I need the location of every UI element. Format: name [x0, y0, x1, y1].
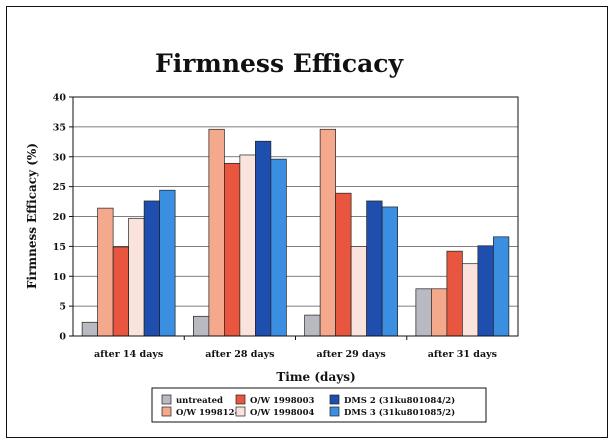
bar-dms-3-31ku801085-2-2: [270, 158, 287, 337]
y-tick-label: 20: [53, 212, 67, 223]
y-tick-label: 35: [53, 122, 66, 133]
legend-swatch: [329, 394, 340, 405]
y-axis-label: Firmness Efficacy (%): [25, 143, 39, 289]
chart-title: Firmness Efficacy: [155, 49, 405, 78]
bar-o-w-1998124-3: [319, 128, 336, 337]
bar-o-w-1998004-4: [462, 263, 479, 337]
bar-dms-3-31ku801085-2-1: [159, 189, 176, 337]
bar-untreated-1: [81, 321, 98, 337]
legend-swatch: [235, 406, 246, 417]
y-tick-label: 30: [53, 152, 67, 163]
y-tick-label: 5: [59, 302, 66, 313]
legend-label: O/W 1998003: [250, 396, 314, 406]
bar-o-w-1998124-4: [431, 288, 448, 337]
bar-dms-2-31ku801084-2-2: [255, 140, 272, 337]
bar-untreated-2: [193, 315, 210, 337]
axis-layer: 0 5 10 15 20 25 30 35 40 after 14 days after 28 da…: [53, 93, 519, 360]
legend-swatch: [161, 406, 172, 417]
bar-untreated-4: [415, 288, 432, 337]
legend-label: O/W 1998004: [250, 408, 314, 418]
bar-o-w-1998004-1: [128, 217, 145, 337]
legend-label: O/W 1998124: [176, 408, 240, 418]
bar-o-w-1998003-3: [335, 192, 352, 337]
x-tick-label: after 28 days: [205, 349, 274, 360]
bar-dms-3-31ku801085-2-4: [493, 236, 510, 337]
bar-o-w-1998004-3: [350, 246, 367, 337]
legend-swatch: [161, 394, 172, 405]
bar-o-w-1998003-4: [446, 250, 463, 337]
bar-dms-2-31ku801084-2-3: [366, 200, 383, 337]
legend-label: DMS 2 (31ku801084/2): [344, 395, 455, 406]
bar-o-w-1998124-2: [208, 128, 225, 337]
x-tick-label: after 29 days: [317, 349, 386, 360]
legend-label: DMS 3 (31ku801085/2): [344, 407, 455, 418]
bars-layer: [81, 128, 510, 337]
bar-o-w-1998124-1: [97, 207, 114, 337]
bar-o-w-1998003-2: [224, 162, 241, 337]
x-tick-label: after 31 days: [428, 349, 497, 360]
y-tick-label: 10: [53, 272, 67, 283]
y-tick-label: 25: [53, 182, 66, 193]
x-axis-label: Time (days): [276, 370, 355, 384]
bar-dms-2-31ku801084-2-4: [477, 245, 494, 337]
y-tick-label: 0: [59, 332, 66, 343]
x-tick-label: after 14 days: [94, 349, 163, 360]
legend-label: untreated: [176, 396, 223, 406]
bar-untreated-3: [304, 314, 321, 337]
bar-o-w-1998004-2: [239, 154, 256, 337]
legend: untreated O/W 1998003 DMS 2 (31ku801084/2)…: [151, 387, 487, 423]
bar-o-w-1998003-1: [112, 246, 129, 337]
bar-dms-2-31ku801084-2-1: [143, 200, 160, 337]
y-tick-label: 40: [53, 93, 67, 104]
y-tick-label: 15: [53, 242, 66, 253]
legend-box: [151, 387, 487, 423]
bar-dms-3-31ku801085-2-3: [381, 206, 398, 337]
legend-swatch: [235, 394, 246, 405]
legend-swatch: [329, 406, 340, 417]
